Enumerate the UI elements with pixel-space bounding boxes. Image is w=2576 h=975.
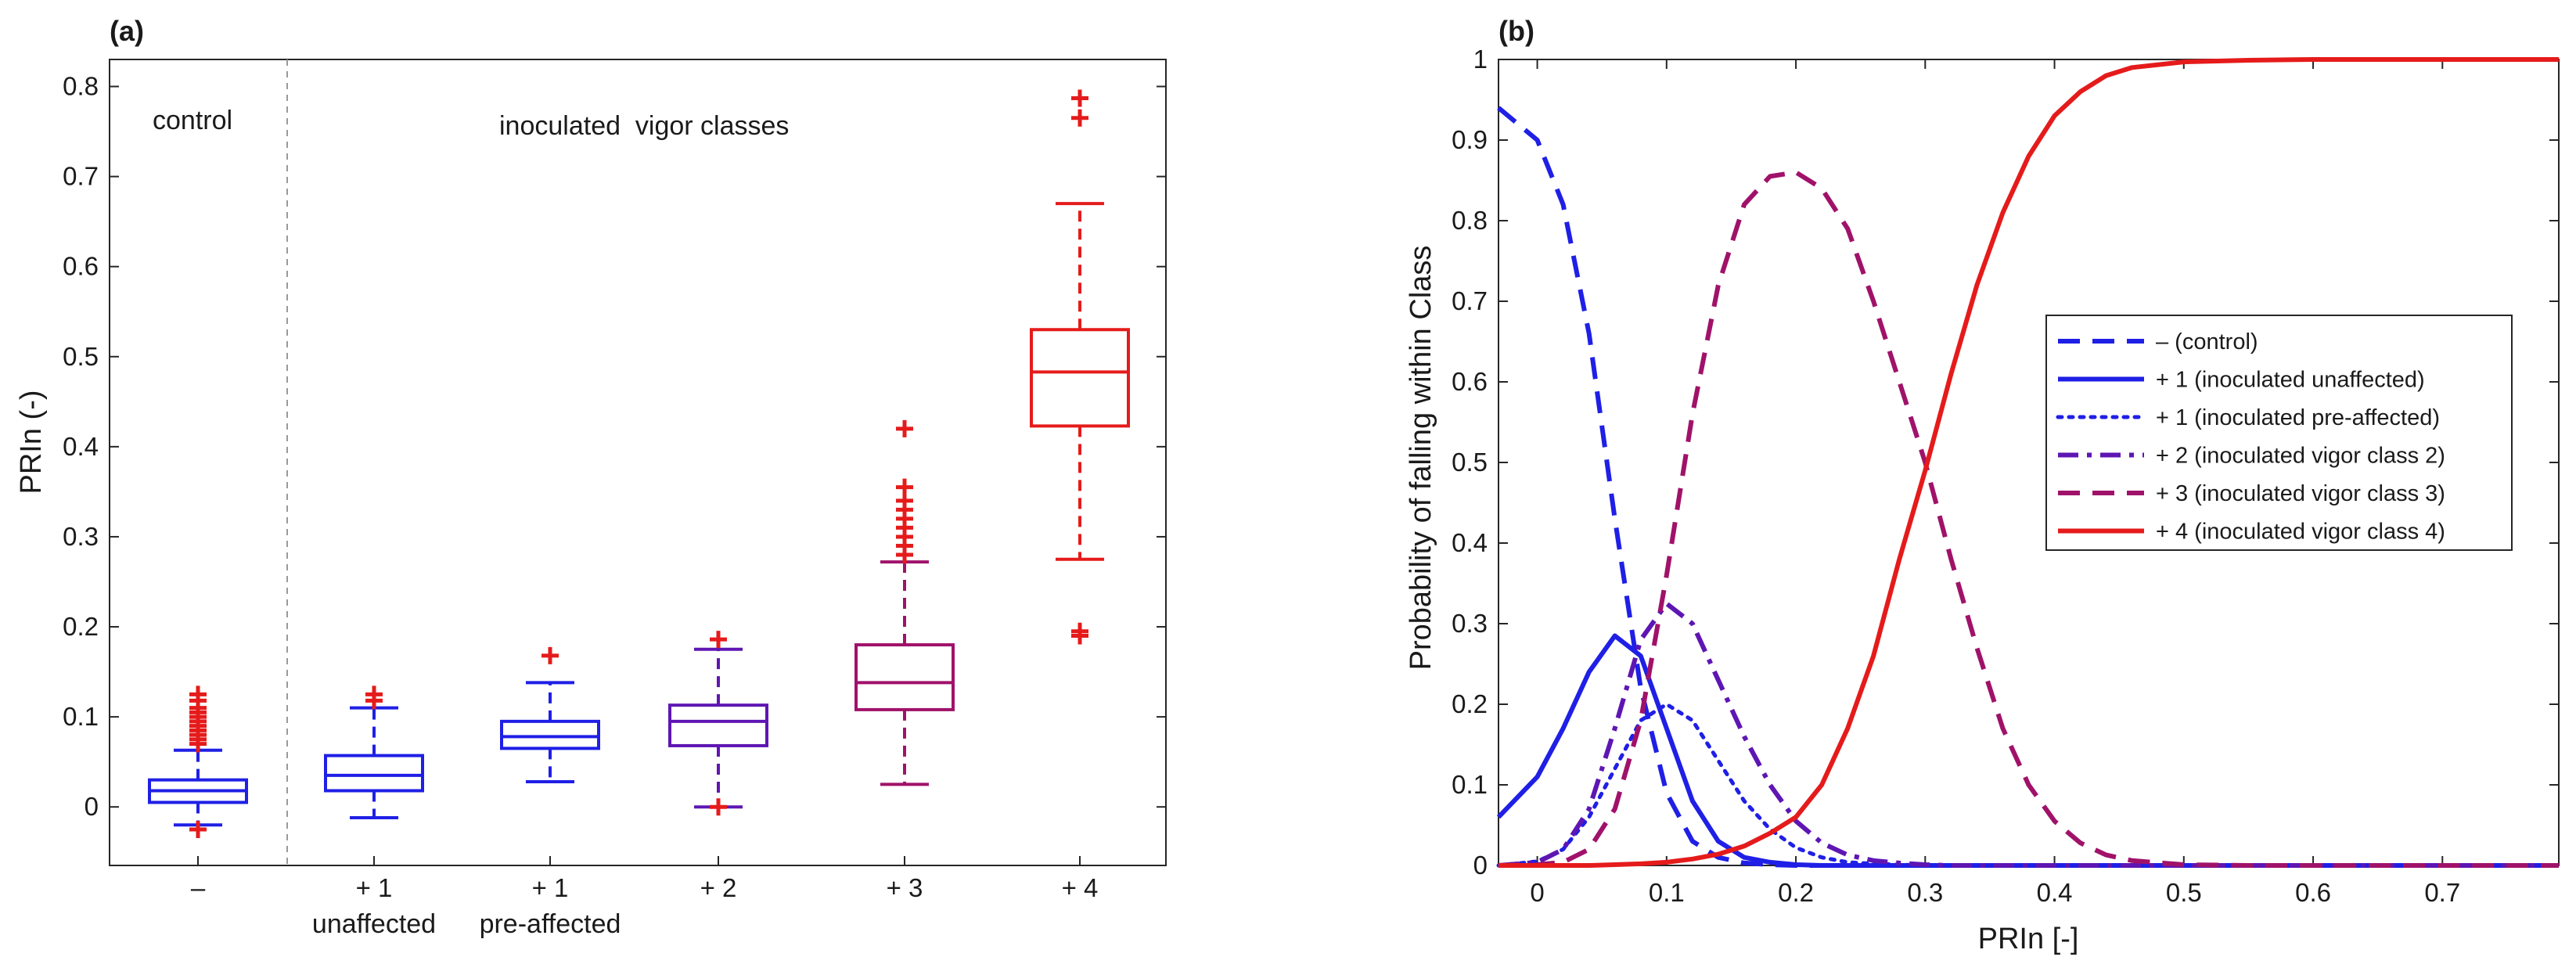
box-6: + 4	[1030, 89, 1130, 902]
y-tick-label: 0.1	[1452, 770, 1488, 799]
x-tick-label: + 1	[356, 873, 393, 902]
x-tick-label: –	[191, 873, 206, 902]
y-tick-label: 0.2	[1452, 689, 1488, 718]
legend-entry: + 2 (inoculated vigor class 2)	[2156, 444, 2445, 469]
y-tick-label: 0.4	[63, 432, 99, 461]
iqr-box	[668, 703, 768, 747]
box-4: + 2	[668, 631, 768, 902]
outlier-marker	[541, 646, 559, 664]
y-tick-label: 0.1	[63, 702, 99, 731]
y-tick-label: 0.5	[1452, 448, 1488, 477]
y-tick-label: 0.8	[63, 72, 99, 101]
panel-a-label: (a)	[110, 15, 144, 47]
legend-entry: + 1 (inoculated pre-affected)	[2156, 405, 2440, 430]
legend: – (control) + 1 (inoculated unaffected) + …	[2056, 329, 2445, 545]
legend-entry: + 4 (inoculated vigor class 4)	[2156, 520, 2445, 545]
outlier-marker	[710, 631, 727, 649]
series-line-5	[1498, 170, 2559, 868]
outlier-marker	[365, 685, 383, 703]
y-tick-label: 0	[85, 792, 99, 821]
panel-b-lines	[1496, 57, 2561, 868]
series-line-4	[1498, 601, 2559, 868]
outlier-marker	[710, 798, 727, 816]
panel-b-ylabel: Probability of falling within Class	[1405, 246, 1437, 671]
panel-a-boxes: – + 1 unaffected + 1 pre-affected + 2 + 3 + 4	[148, 89, 1130, 939]
outlier-marker	[896, 419, 913, 437]
outlier-marker	[1071, 109, 1088, 127]
y-tick-label: 0.3	[1452, 609, 1488, 638]
box-5: + 3	[854, 419, 955, 902]
box-3: + 1 pre-affected	[480, 646, 621, 939]
legend-entry: + 1 (inoculated unaffected)	[2156, 368, 2425, 393]
outlier-marker	[1071, 622, 1088, 640]
x-tick-label: 0.7	[2424, 878, 2460, 907]
x-tick-label: + 3	[887, 873, 923, 902]
outlier-marker	[896, 478, 913, 496]
series-line-6	[1498, 57, 2559, 868]
x-tick-label: 0	[1530, 878, 1544, 907]
iqr-box	[1030, 328, 1130, 428]
y-tick-label: 0.9	[1452, 125, 1488, 154]
inoculated-annotation: inoculated vigor classes	[499, 111, 789, 141]
panel-a-y-axis: 0 0.1 0.2 0.3 0.4 0.5 0.6 0.7 0.8	[63, 72, 1166, 865]
panel-a-ylabel: PRIn (-)	[15, 390, 48, 495]
x-tick-label: + 2	[700, 873, 737, 902]
outlier-marker	[189, 685, 207, 703]
x-tick-label: 0.5	[2166, 878, 2202, 907]
x-tick-label: 0.1	[1649, 878, 1685, 907]
x-tick-label: + 4	[1062, 873, 1099, 902]
x-tick-label: 0.2	[1778, 878, 1814, 907]
y-tick-label: 0.2	[63, 612, 99, 641]
y-tick-label: 0.6	[1452, 367, 1488, 396]
control-annotation: control	[153, 106, 232, 135]
box-2: + 1 unaffected	[312, 685, 436, 939]
x-tick-label: + 1	[532, 873, 569, 902]
panel-b-xlabel: PRIn [-]	[1978, 923, 2079, 955]
x-tick-label: 0.4	[2037, 878, 2073, 907]
outlier-marker	[1071, 89, 1088, 107]
y-tick-label: 0.6	[63, 252, 99, 281]
box-1: –	[148, 685, 248, 902]
panel-a-frame	[109, 59, 1167, 866]
y-tick-label: 0	[1473, 851, 1488, 880]
y-tick-label: 0.7	[63, 162, 99, 191]
legend-entry: + 3 (inoculated vigor class 3)	[2156, 481, 2445, 506]
y-tick-label: 0.8	[1452, 206, 1488, 235]
x-tick-label: 0.3	[1907, 878, 1943, 907]
legend-box	[2045, 315, 2513, 551]
iqr-box	[324, 754, 424, 793]
x-tick-label: 0.6	[2295, 878, 2331, 907]
y-tick-label: 0.4	[1452, 528, 1488, 557]
x-sublabel: pre-affected	[480, 909, 621, 939]
iqr-box	[500, 719, 600, 750]
legend-entry: – (control)	[2156, 329, 2258, 354]
y-tick-label: 0.7	[1452, 286, 1488, 315]
iqr-box	[854, 643, 955, 711]
outlier-marker	[189, 820, 207, 838]
panel-b-label: (b)	[1498, 15, 1534, 47]
y-tick-label: 0.5	[63, 342, 99, 371]
y-tick-label: 1	[1473, 45, 1488, 74]
x-sublabel: unaffected	[312, 909, 436, 939]
y-tick-label: 0.3	[63, 522, 99, 551]
panel-b-axes: 0 0.1 0.2 0.3 0.4 0.5 0.6 0.7 0.8 0.9 1 0 0.1 0.2 0.3 0…	[1452, 45, 2559, 907]
